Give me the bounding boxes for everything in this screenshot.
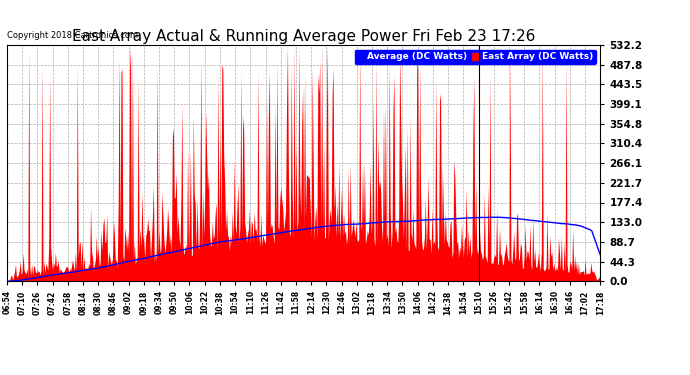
Title: East Array Actual & Running Average Power Fri Feb 23 17:26: East Array Actual & Running Average Powe… [72, 29, 535, 44]
Legend: Average (DC Watts), East Array (DC Watts): Average (DC Watts), East Array (DC Watts… [355, 50, 595, 64]
Text: Copyright 2018 Cartronics.com: Copyright 2018 Cartronics.com [7, 31, 138, 40]
